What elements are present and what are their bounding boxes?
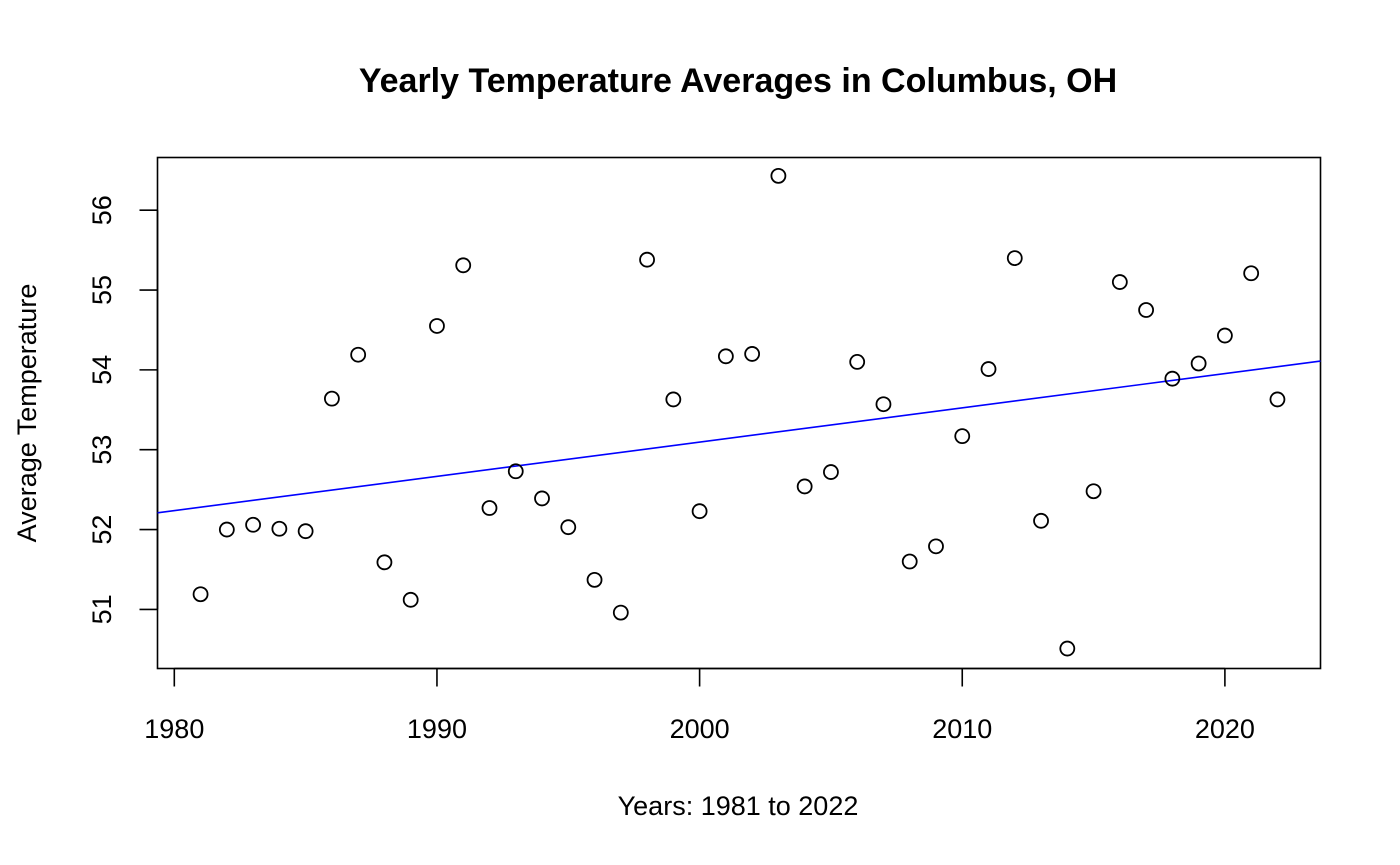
- data-point: [560, 519, 577, 536]
- x-axis-label: Years: 1981 to 2022: [618, 791, 859, 821]
- data-point: [1033, 512, 1049, 529]
- data-point: [323, 390, 340, 407]
- data-point: [455, 257, 472, 274]
- trend-line: [157, 360, 1321, 514]
- data-point: [612, 604, 629, 621]
- data-point: [691, 503, 708, 520]
- data-point: [1243, 265, 1260, 282]
- data-point: [796, 478, 813, 495]
- y-axis-label: Average Temperature: [12, 284, 42, 543]
- x-tick-label: 2010: [932, 714, 992, 744]
- data-point: [218, 521, 235, 538]
- data-point: [1006, 250, 1023, 267]
- data-point: [507, 463, 524, 480]
- plot-frame: [156, 156, 1322, 670]
- y-tick-label: 53: [87, 435, 117, 465]
- data-point: [586, 571, 603, 588]
- y-tick-label: 56: [87, 195, 117, 225]
- chart-title: Yearly Temperature Averages in Columbus,…: [359, 62, 1117, 100]
- data-point: [928, 538, 944, 555]
- data-point: [402, 591, 419, 608]
- data-points: [192, 167, 1286, 657]
- data-point: [1138, 302, 1155, 318]
- y-tick-label: 51: [87, 594, 117, 624]
- data-point: [245, 516, 262, 533]
- data-point: [823, 464, 839, 480]
- x-tick-label: 2000: [670, 714, 730, 744]
- data-point: [192, 586, 209, 603]
- data-point: [1059, 640, 1076, 657]
- data-point: [901, 553, 918, 570]
- data-point: [350, 346, 367, 363]
- data-point: [980, 361, 997, 377]
- x-tick-label: 1980: [144, 714, 204, 744]
- data-point: [665, 391, 682, 408]
- x-tick-label: 2020: [1195, 714, 1255, 744]
- x-tick-label: 1990: [407, 714, 467, 744]
- y-tick-label: 55: [87, 275, 117, 305]
- data-point: [717, 348, 734, 365]
- data-point: [1111, 274, 1128, 290]
- y-axis: 51 52 53 54 55 56: [87, 195, 159, 624]
- data-point: [481, 500, 498, 516]
- data-point: [271, 520, 288, 537]
- data-point: [1085, 483, 1102, 500]
- data-point: [1269, 391, 1286, 408]
- data-point: [954, 428, 971, 445]
- y-tick-label: 52: [87, 515, 117, 545]
- y-tick-label: 54: [87, 355, 117, 385]
- data-point: [534, 490, 550, 507]
- data-point: [1190, 355, 1207, 372]
- data-point: [639, 251, 655, 268]
- data-point: [429, 318, 445, 334]
- data-point: [1164, 370, 1181, 387]
- data-point: [297, 523, 314, 540]
- data-point: [376, 554, 393, 571]
- data-point: [770, 167, 787, 184]
- data-point: [744, 346, 761, 362]
- data-point: [1216, 327, 1233, 344]
- data-point: [849, 353, 866, 370]
- data-point: [875, 396, 892, 413]
- x-axis: 1980 1990 2000 2010 2020: [144, 667, 1255, 744]
